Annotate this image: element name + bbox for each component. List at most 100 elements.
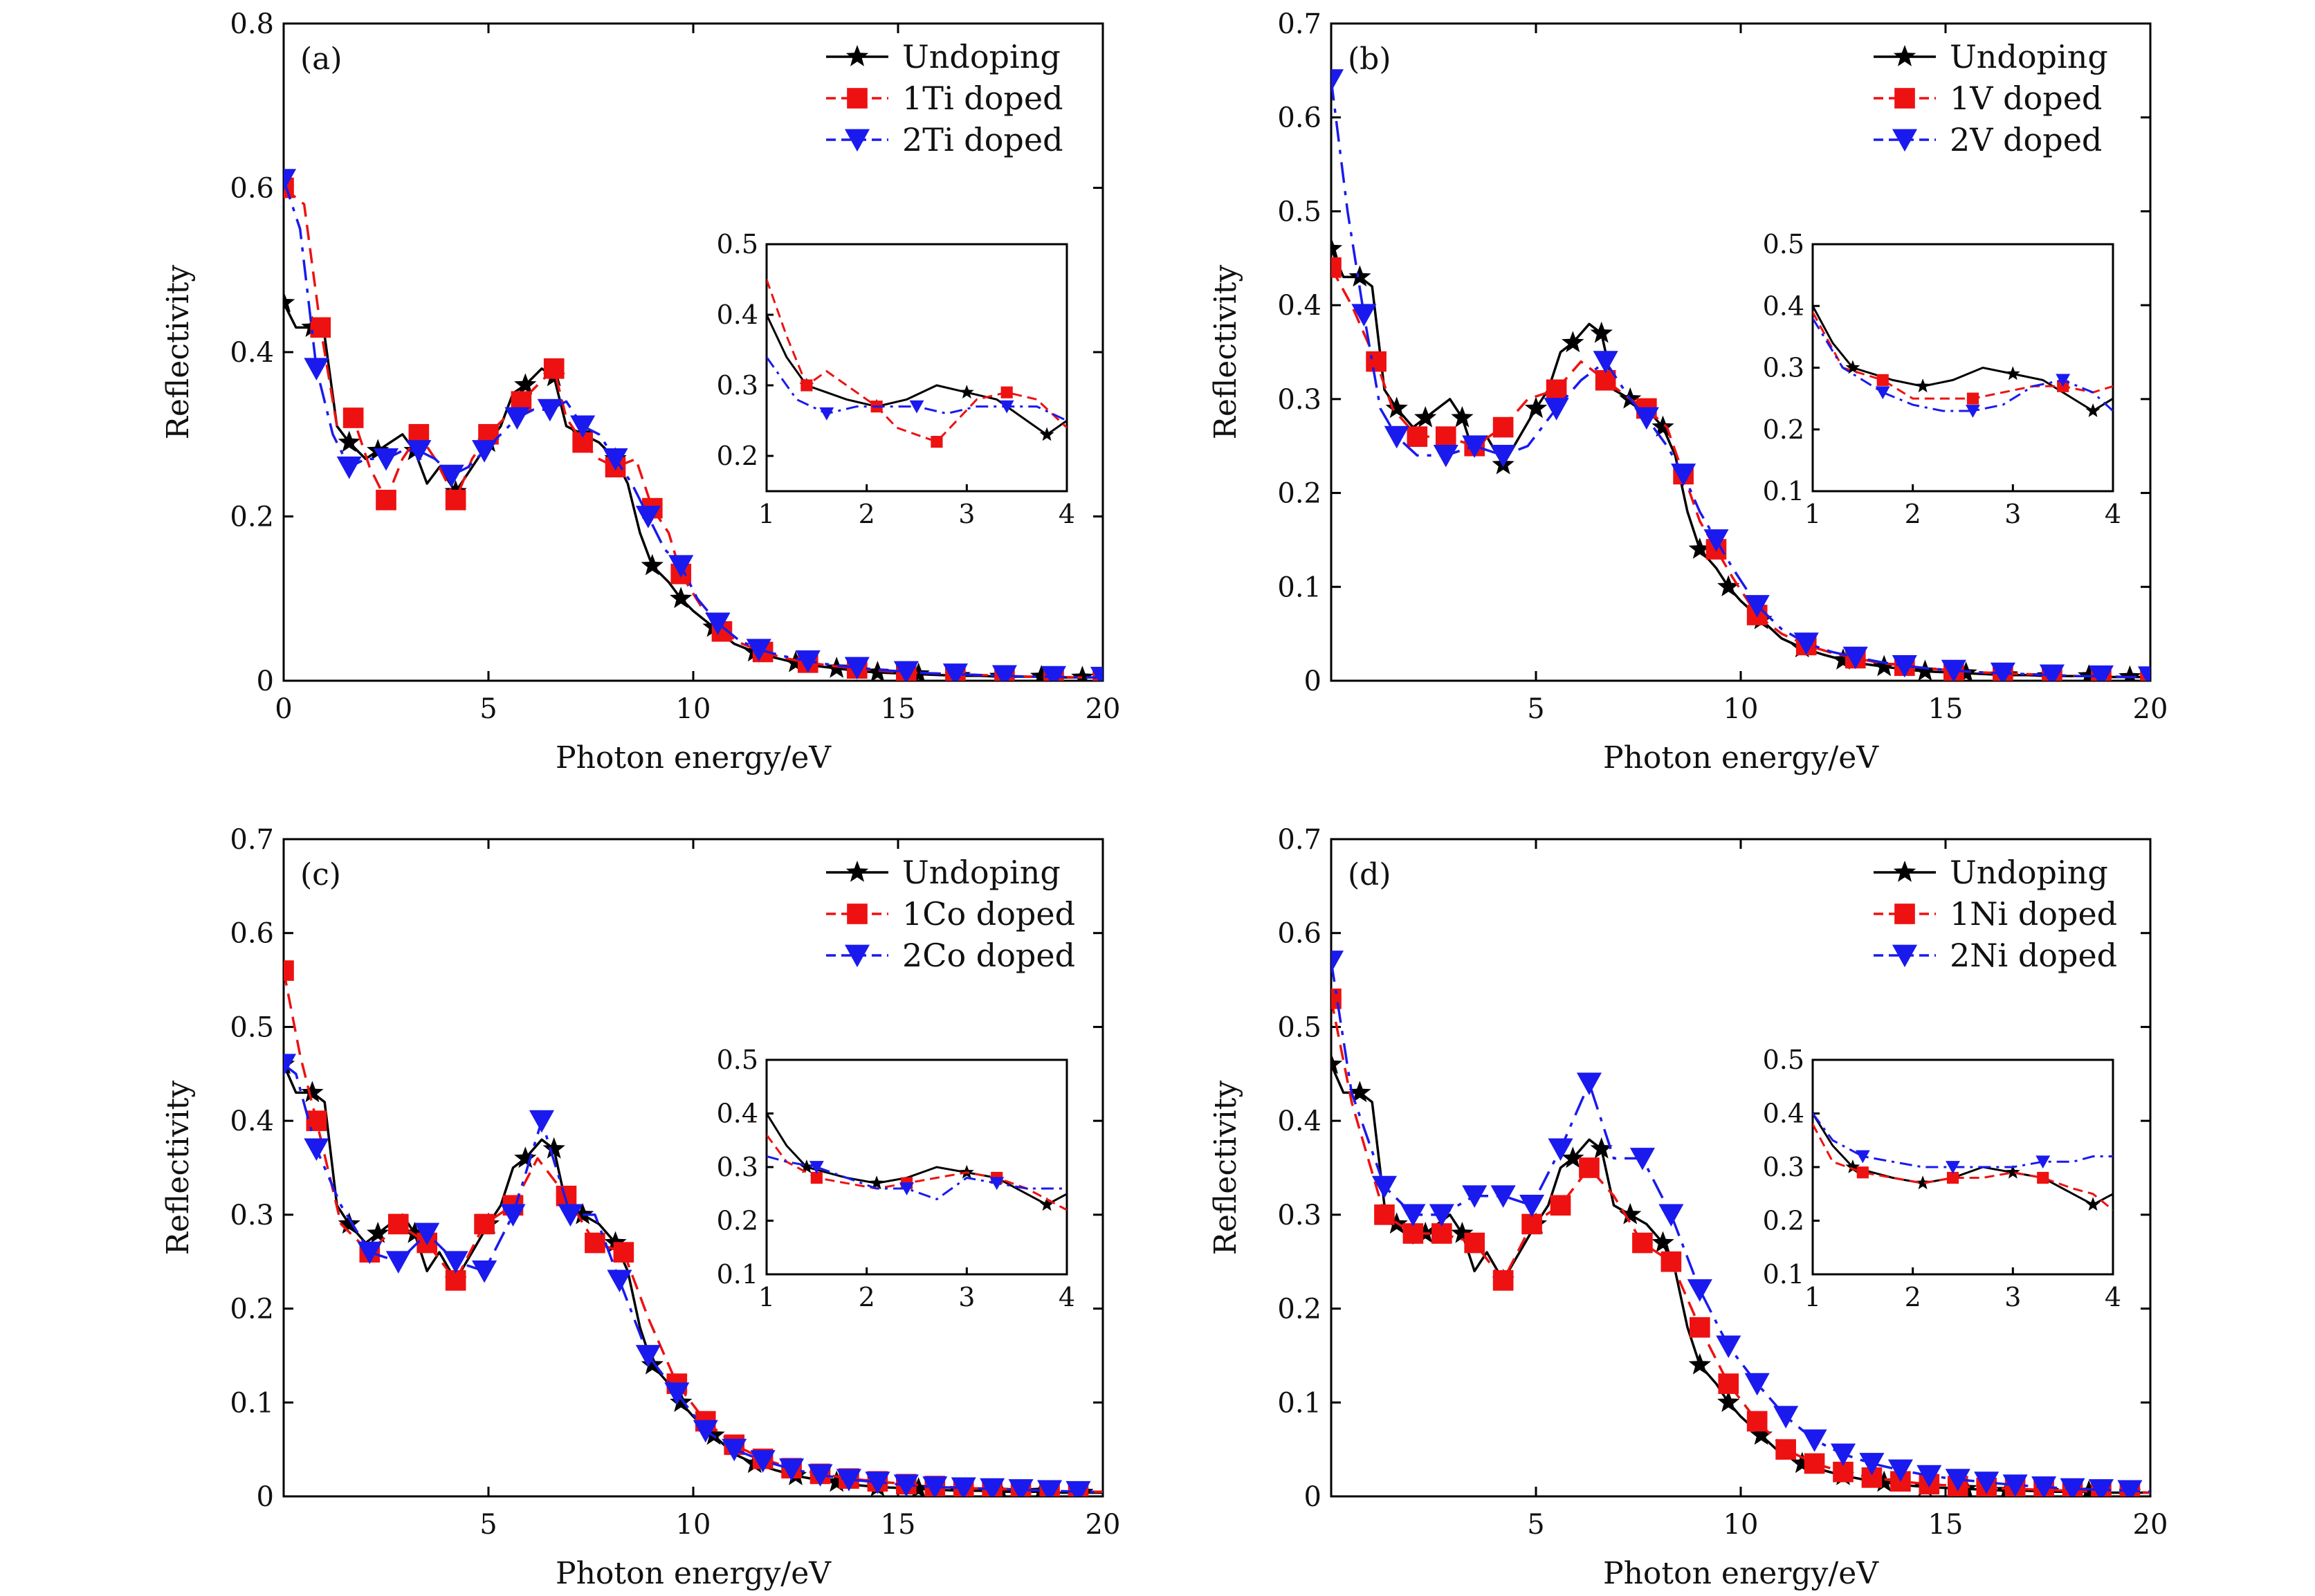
series-marker: [1793, 632, 1819, 655]
series-marker: [1658, 1204, 1684, 1227]
series-marker: [604, 1231, 627, 1253]
inset-x-tick-label: 2: [859, 499, 875, 529]
legend-marker: [847, 904, 868, 924]
legend-label: 1V doped: [1950, 80, 2102, 117]
series-marker: [1744, 595, 1770, 618]
legend-label: 2Ni doped: [1950, 937, 2117, 974]
y-tick-label: 0.2: [230, 502, 274, 533]
series-marker: [664, 1382, 690, 1405]
panel-label: (d): [1348, 857, 1391, 892]
series-marker: [1548, 1138, 1573, 1162]
inset-x-tick-label: 3: [958, 1282, 975, 1312]
inset-y-tick-label: 0.4: [1763, 291, 1804, 321]
series-marker: [338, 1212, 360, 1234]
series-marker: [746, 639, 771, 662]
series-marker: [1400, 1204, 1426, 1227]
series-marker: [1519, 1194, 1545, 1218]
y-tick-label: 0.7: [1277, 824, 1321, 856]
series-marker: [1590, 1137, 1613, 1159]
series-marker: [1914, 659, 1937, 681]
series-marker: [1366, 351, 1387, 372]
series-marker: [1716, 1335, 1741, 1359]
panel-b: 0 0.1 0.2 0.3 0.4 0.5 0.6 0.7 5 10 15 20 Photon ener…: [1208, 8, 2168, 776]
inset-x-tick-label: 1: [758, 1282, 775, 1312]
inset-x-tick-label: 1: [1804, 499, 1821, 529]
inset-series-marker: [2005, 366, 2020, 380]
series-marker: [2088, 665, 2114, 681]
series-marker: [1802, 1429, 1827, 1452]
series-line-0: [1331, 248, 2150, 679]
series-marker: [1331, 257, 1342, 278]
x-tick-label: 20: [2133, 1509, 2168, 1541]
series-marker: [542, 1137, 565, 1159]
series-marker: [980, 1478, 1005, 1496]
series-marker: [1590, 321, 1613, 343]
series-marker: [1651, 415, 1674, 437]
inset-plot: 0.2 0.3 0.4 0.5 1 2 3 4: [717, 229, 1076, 529]
panel-a: 0 0.2 0.4 0.6 0.8 0 5 10 15 20 Photon energy/eV Ref…: [161, 8, 1120, 776]
y-tick-label: 0.4: [1277, 290, 1321, 322]
inset-series-marker: [799, 1159, 814, 1173]
legend-marker: [1893, 861, 1916, 882]
legend-marker: [1892, 944, 1918, 968]
y-axis-label: Reflectivity: [161, 265, 196, 440]
legend-marker: [845, 45, 869, 66]
series-marker: [1544, 398, 1569, 421]
series-marker: [284, 291, 295, 313]
series-marker: [1008, 1479, 1034, 1496]
series-marker: [284, 960, 294, 981]
x-axis-label: Photon energy/eV: [1603, 740, 1879, 776]
series-marker: [301, 1081, 324, 1103]
inset-series-marker: [1856, 1166, 1869, 1179]
series-marker: [2088, 1479, 2114, 1496]
series-marker: [1830, 1443, 1856, 1467]
series-marker: [866, 661, 889, 681]
series-marker: [907, 662, 930, 681]
series-marker: [1744, 1373, 1770, 1396]
series-marker: [342, 407, 364, 428]
legend-marker: [847, 88, 868, 109]
plot-area: [284, 169, 1103, 681]
series-marker: [1562, 331, 1584, 353]
series-marker: [1351, 304, 1377, 327]
legend-marker: [845, 861, 869, 882]
series-marker: [1945, 1469, 1970, 1492]
series-marker: [1562, 1146, 1584, 1168]
series-marker: [1348, 265, 1371, 287]
y-tick-label: 0.4: [230, 337, 274, 369]
inset-series-marker: [999, 400, 1014, 414]
inset-series-marker: [909, 400, 924, 414]
series-marker: [1831, 648, 1855, 670]
legend-marker: [844, 944, 870, 968]
series-marker: [500, 1204, 526, 1227]
series-marker: [385, 1251, 411, 1274]
series-marker: [1579, 1157, 1600, 1178]
series-marker: [1990, 662, 2015, 681]
inset-series-marker: [869, 1175, 884, 1190]
series-marker: [406, 440, 432, 463]
series-marker: [1717, 575, 1740, 596]
series-marker: [1619, 1202, 1642, 1224]
inset-plot-area: [767, 279, 1067, 448]
series-marker: [2060, 1478, 2085, 1496]
series-marker: [1750, 1423, 1773, 1445]
series-marker: [670, 587, 693, 608]
series-marker: [571, 1202, 594, 1224]
series-marker: [1873, 1470, 1896, 1492]
x-tick-label: 20: [1086, 693, 1121, 725]
series-marker: [951, 1477, 976, 1496]
inset-y-tick-label: 0.4: [717, 1099, 758, 1129]
inset-plot: 0.1 0.2 0.3 0.4 0.5 1 2 3 4: [1763, 229, 2122, 529]
legend-label: Undoping: [1950, 38, 2108, 75]
series-marker: [1687, 1279, 1712, 1302]
series-marker: [1331, 1052, 1343, 1074]
inset-series-marker: [819, 407, 834, 421]
inset-series-marker: [1876, 374, 1889, 386]
inset-y-tick-label: 0.5: [1763, 1045, 1804, 1075]
x-tick-label: 15: [1928, 693, 1964, 725]
inset-frame: [765, 243, 1068, 493]
y-tick-label: 0.5: [1277, 1011, 1321, 1043]
x-tick-label: 15: [1928, 1509, 1964, 1541]
series-marker: [2039, 664, 2065, 681]
series-marker: [907, 1477, 930, 1496]
